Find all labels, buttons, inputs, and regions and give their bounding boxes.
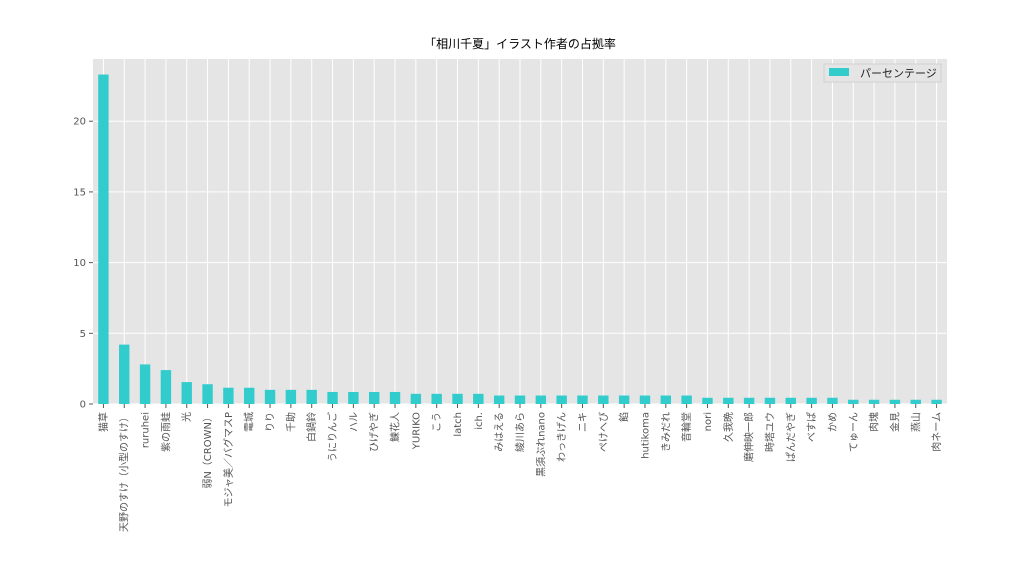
x-tick-label: 猫草 xyxy=(97,412,110,432)
x-tick-label: 弱N（CROWN） xyxy=(202,412,214,489)
bar xyxy=(660,395,672,404)
bar xyxy=(577,395,588,404)
x-tick-label: 綾川あら xyxy=(514,412,527,452)
x-tick-label: 鰊花人 xyxy=(389,412,402,442)
bar xyxy=(244,387,255,404)
bar xyxy=(389,391,401,404)
bar xyxy=(764,397,776,404)
x-tick-label: 金見 xyxy=(888,412,901,432)
bar xyxy=(98,74,109,404)
x-tick-label: 磨伸映一郎 xyxy=(743,412,756,462)
x-tick-label: 久我晩 xyxy=(723,412,735,442)
x-tick-label: 光 xyxy=(180,412,193,422)
x-tick-label: 肉塊 xyxy=(868,412,881,432)
x-tick-label: ハル xyxy=(349,412,360,432)
x-tick-label: みはえる xyxy=(494,412,506,452)
x-tick-label: ニキ xyxy=(578,412,589,432)
bar xyxy=(618,395,630,404)
chart-title: 「相川千夏」イラスト作者の占拠率 xyxy=(424,36,616,51)
bar xyxy=(743,397,755,404)
bar xyxy=(368,391,380,404)
bar xyxy=(264,389,276,404)
x-tick-label: モジャ美／バグマスP xyxy=(222,412,235,508)
bar xyxy=(348,391,359,404)
bar xyxy=(639,395,651,404)
x-tick-label: 時塔ユウ xyxy=(763,412,776,452)
x-tick-label: 紫の雨蛙 xyxy=(159,412,172,452)
x-tick-label: latch xyxy=(453,412,464,437)
bar xyxy=(556,395,567,404)
bar xyxy=(868,399,880,404)
bar xyxy=(931,399,942,404)
x-tick-label: ruruhei xyxy=(141,412,152,448)
bar xyxy=(473,393,484,404)
bar xyxy=(514,395,526,404)
bar xyxy=(327,391,338,404)
bar xyxy=(119,344,130,404)
bar xyxy=(410,393,422,404)
x-tick-label: 肉ネーム xyxy=(930,412,943,452)
y-tick-label: 5 xyxy=(80,329,86,340)
bar xyxy=(889,399,901,404)
bar xyxy=(806,397,817,404)
bar xyxy=(202,384,213,404)
x-tick-label: きみだれ xyxy=(660,412,672,452)
x-tick-label: 天野のすけ（小型のすけ） xyxy=(118,412,131,532)
x-tick-label: 燕山 xyxy=(910,412,922,432)
x-tick-label: YURIKO xyxy=(411,412,422,450)
x-tick-label: うにりんご xyxy=(326,412,339,462)
legend-label: パーセンテージ xyxy=(860,67,937,80)
x-tick-label: 千助 xyxy=(284,412,297,432)
bar xyxy=(306,389,317,404)
x-tick-label: べすぱ xyxy=(806,412,818,442)
x-tick-label: ぱんだやぎ xyxy=(784,412,797,462)
x-tick-label: てゅーん xyxy=(848,412,860,452)
x-tick-label: 餡 xyxy=(618,412,631,422)
y-tick-label: 20 xyxy=(73,117,86,128)
bar xyxy=(452,393,463,404)
x-tick-label: こう xyxy=(431,412,443,432)
bar xyxy=(139,364,151,404)
bar xyxy=(160,370,172,404)
x-tick-label: 黒須ぶれnano xyxy=(535,412,547,477)
bar xyxy=(493,395,505,404)
x-tick-label: nori xyxy=(703,412,714,431)
bar xyxy=(181,382,192,404)
bar xyxy=(723,397,734,404)
y-tick-label: 0 xyxy=(80,400,86,411)
x-tick-label: ぺけへび xyxy=(598,412,610,452)
x-tick-label: わっきげん xyxy=(556,412,568,462)
bar xyxy=(827,397,838,404)
x-tick-label: 白鍋鈴 xyxy=(305,412,318,442)
x-tick-label: りり xyxy=(265,412,277,432)
bar xyxy=(285,389,297,404)
y-tick-label: 10 xyxy=(73,258,86,269)
bar xyxy=(910,399,921,404)
bar xyxy=(848,399,859,404)
bar xyxy=(681,395,692,404)
x-tick-label: 電城 xyxy=(244,412,256,432)
bar xyxy=(785,397,796,404)
bar xyxy=(431,393,442,404)
x-tick-label: ich. xyxy=(474,412,485,430)
legend-swatch xyxy=(829,68,849,76)
legend-box xyxy=(823,63,942,83)
x-tick-label: hutikoma xyxy=(640,412,651,459)
bar xyxy=(535,395,547,404)
bar xyxy=(598,395,609,404)
x-tick-label: 音輪堂 xyxy=(680,412,693,442)
bar xyxy=(702,397,713,404)
x-tick-label: ひげやぎ xyxy=(368,412,381,452)
y-tick-label: 15 xyxy=(73,187,86,198)
x-tick-label: かめ xyxy=(827,412,839,432)
bar xyxy=(223,387,234,404)
